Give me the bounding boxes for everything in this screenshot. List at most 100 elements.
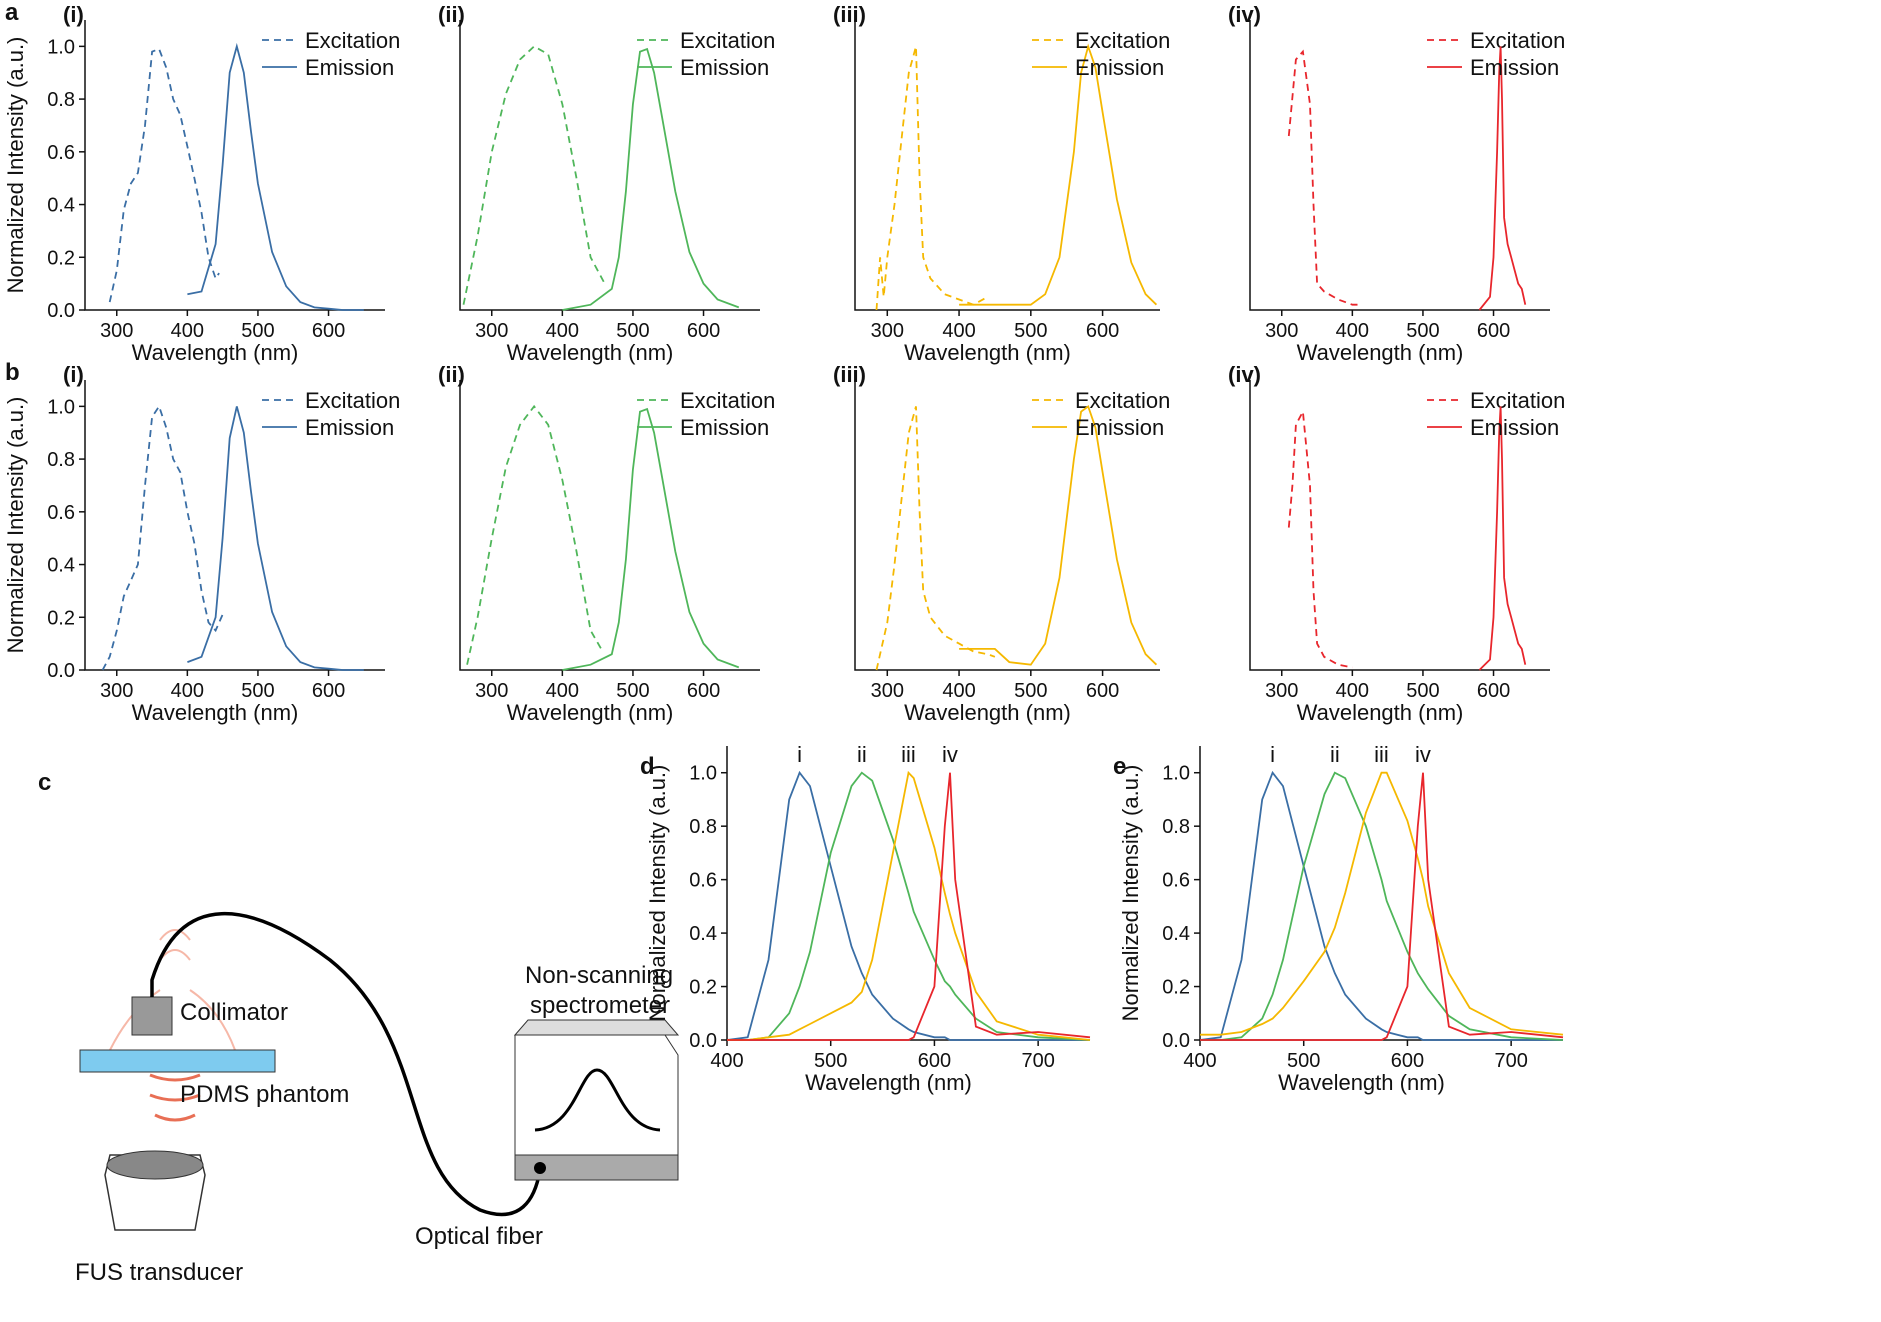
- peak-label: ii: [857, 742, 867, 767]
- x-tick-label: 500: [1014, 680, 1047, 702]
- axis: [854, 380, 1160, 671]
- series-line: [462, 45, 606, 305]
- x-tick-label: 400: [710, 1050, 743, 1072]
- y-tick-label: 0.6: [47, 142, 75, 164]
- legend-label: Excitation: [1075, 28, 1170, 53]
- x-tick-label: 300: [871, 320, 904, 342]
- x-axis-label: Wavelength (nm): [132, 340, 299, 365]
- y-tick-label: 0.8: [689, 816, 717, 838]
- series-line: [959, 43, 1158, 306]
- x-tick-label: 300: [475, 320, 508, 342]
- optical-fiber: [150, 911, 542, 1217]
- collimator: [131, 996, 173, 1036]
- y-tick-label: 0.0: [1162, 1030, 1190, 1052]
- y-tick-label: 0.6: [1162, 870, 1190, 892]
- y-tick-label: 0.8: [47, 449, 75, 471]
- legend-label: Excitation: [1075, 388, 1170, 413]
- panel-letter: d: [640, 753, 655, 780]
- x-tick-label: 500: [814, 1050, 847, 1072]
- legend-label: Emission: [1470, 415, 1559, 440]
- x-axis-label: Wavelength (nm): [805, 1070, 972, 1095]
- subplot-title: (ii): [438, 2, 465, 27]
- y-tick-label: 1.0: [1162, 763, 1190, 785]
- x-tick-label: 600: [1086, 680, 1119, 702]
- transducer-face: [106, 1150, 204, 1180]
- y-tick-label: 0.2: [47, 607, 75, 629]
- axis: [459, 380, 760, 671]
- legend-label: Emission: [305, 55, 394, 80]
- label: Optical fiber: [415, 1223, 543, 1250]
- x-tick-label: 400: [942, 320, 975, 342]
- x-tick-label: 400: [1183, 1050, 1216, 1072]
- x-tick-label: 300: [100, 320, 133, 342]
- legend-label: Excitation: [680, 28, 775, 53]
- series-line: [1478, 46, 1527, 311]
- y-tick-label: 1.0: [689, 763, 717, 785]
- y-tick-label: 0.0: [47, 660, 75, 682]
- axis: [854, 20, 1160, 311]
- label: spectrometer: [530, 992, 670, 1019]
- series-line: [1200, 771, 1564, 1041]
- series-line: [875, 406, 996, 671]
- legend-label: Excitation: [305, 28, 400, 53]
- pdms-phantom: [79, 1049, 276, 1073]
- spectrometer-top: [513, 1019, 680, 1036]
- x-tick-label: 600: [918, 1050, 951, 1072]
- peak-label: ii: [1330, 742, 1340, 767]
- x-axis-label: Wavelength (nm): [132, 700, 299, 725]
- x-tick-label: 300: [1265, 320, 1298, 342]
- x-axis-label: Wavelength (nm): [904, 340, 1071, 365]
- series-line: [1200, 772, 1564, 1041]
- series-line: [108, 47, 220, 303]
- legend-label: Emission: [1470, 55, 1559, 80]
- label: PDMS phantom: [180, 1081, 349, 1108]
- x-tick-label: 500: [241, 680, 274, 702]
- y-tick-label: 0.2: [689, 977, 717, 999]
- y-tick-label: 0.2: [1162, 977, 1190, 999]
- series-line: [726, 770, 1090, 1041]
- x-axis-label: Wavelength (nm): [1297, 340, 1464, 365]
- x-tick-label: 400: [546, 680, 579, 702]
- panel-letter: e: [1113, 753, 1126, 780]
- fiber-port: [534, 1162, 546, 1174]
- y-tick-label: 1.0: [47, 36, 75, 58]
- series-line: [727, 772, 1091, 1041]
- series-line: [101, 404, 224, 671]
- y-tick-label: 0.6: [689, 870, 717, 892]
- series-line: [1200, 771, 1564, 1036]
- y-tick-label: 0.2: [47, 247, 75, 269]
- series-line: [1199, 770, 1563, 1041]
- series-line: [562, 407, 740, 671]
- legend-label: Excitation: [680, 388, 775, 413]
- y-tick-label: 0.8: [47, 89, 75, 111]
- y-axis-label: Normalized Intensity (a.u.): [645, 765, 670, 1022]
- peak-label: iv: [1415, 742, 1431, 767]
- series-line: [1287, 49, 1360, 306]
- x-tick-label: 600: [687, 680, 720, 702]
- legend-label: Excitation: [305, 388, 400, 413]
- legend-label: Emission: [680, 55, 769, 80]
- peak-label: iii: [1374, 742, 1389, 767]
- x-tick-label: 400: [171, 320, 204, 342]
- x-axis-label: Wavelength (nm): [1278, 1070, 1445, 1095]
- x-tick-label: 600: [312, 680, 345, 702]
- x-tick-label: 400: [171, 680, 204, 702]
- y-tick-label: 1.0: [47, 396, 75, 418]
- series-line: [959, 404, 1158, 666]
- x-tick-label: 600: [1477, 320, 1510, 342]
- axis: [459, 20, 760, 311]
- y-axis-label: Normalized Intensity (a.u.): [3, 37, 28, 294]
- x-axis-label: Wavelength (nm): [507, 700, 674, 725]
- diagram-c: c Collimator PDMS phantom FUS transducer…: [38, 769, 680, 1286]
- panel-letter: c: [38, 769, 51, 796]
- x-tick-label: 600: [1086, 320, 1119, 342]
- y-tick-label: 0.0: [689, 1030, 717, 1052]
- subplot-title: (ii): [438, 362, 465, 387]
- label: Collimator: [180, 999, 288, 1026]
- legend-label: Emission: [680, 415, 769, 440]
- legend-label: Emission: [1075, 415, 1164, 440]
- panel-letter: a: [5, 0, 19, 26]
- x-tick-label: 500: [1406, 680, 1439, 702]
- y-tick-label: 0.8: [1162, 816, 1190, 838]
- y-axis-label: Normalized Intensity (a.u.): [1118, 765, 1143, 1022]
